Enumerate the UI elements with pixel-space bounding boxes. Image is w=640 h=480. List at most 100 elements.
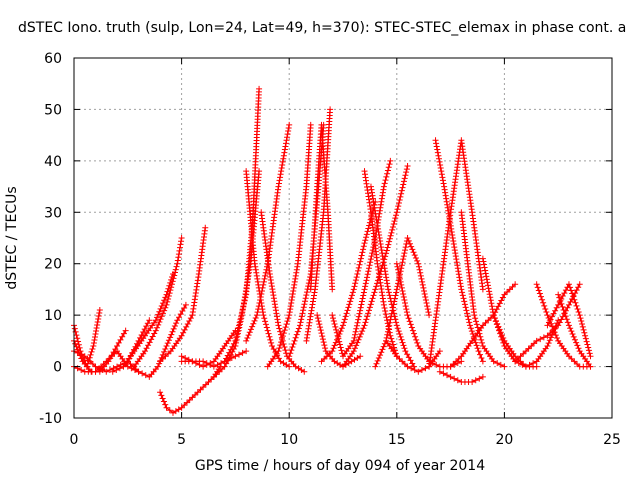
marker-fill bbox=[287, 303, 294, 310]
marker-fill bbox=[433, 140, 440, 147]
marker-fill bbox=[153, 324, 160, 331]
marker-fill bbox=[483, 273, 490, 280]
marker-fill bbox=[393, 212, 400, 219]
marker-fill bbox=[456, 274, 463, 281]
marker-fill bbox=[384, 331, 391, 338]
marker-fill bbox=[237, 316, 244, 323]
data-point bbox=[243, 348, 250, 355]
marker-fill bbox=[239, 307, 246, 313]
marker-fill bbox=[488, 300, 495, 307]
marker-fill bbox=[202, 381, 209, 388]
marker-fill bbox=[157, 316, 164, 323]
marker-fill bbox=[281, 344, 288, 351]
marker-fill bbox=[389, 226, 396, 233]
marker-fill bbox=[530, 360, 537, 367]
marker-fill bbox=[267, 274, 274, 281]
marker-fill bbox=[235, 322, 242, 329]
marker-fill bbox=[166, 290, 173, 297]
marker-fill bbox=[386, 292, 393, 299]
marker-fill bbox=[568, 328, 575, 335]
marker-fill bbox=[167, 287, 174, 294]
marker-fill bbox=[411, 330, 418, 337]
data-point bbox=[189, 394, 196, 401]
data-point bbox=[479, 255, 486, 262]
marker-fill bbox=[487, 297, 494, 304]
series-20 bbox=[303, 106, 334, 344]
marker-fill bbox=[554, 335, 561, 341]
marker-fill bbox=[317, 324, 324, 331]
marker-fill bbox=[374, 357, 381, 364]
marker-fill bbox=[439, 177, 446, 184]
data-point bbox=[301, 368, 308, 375]
marker-fill bbox=[95, 316, 102, 322]
marker-fill bbox=[117, 336, 124, 343]
marker-fill bbox=[567, 284, 574, 291]
marker-fill bbox=[452, 358, 459, 365]
data-point bbox=[380, 183, 387, 190]
marker-fill bbox=[96, 365, 103, 372]
data-point bbox=[479, 286, 486, 293]
marker-fill bbox=[289, 293, 296, 300]
series-31 bbox=[432, 137, 486, 365]
data-point bbox=[458, 286, 465, 293]
marker-fill bbox=[356, 261, 363, 268]
marker-fill bbox=[391, 218, 398, 225]
marker-fill bbox=[542, 305, 549, 312]
data-point bbox=[152, 317, 159, 324]
marker-fill bbox=[377, 241, 384, 248]
marker-fill bbox=[404, 351, 411, 358]
series-23 bbox=[329, 157, 394, 360]
marker-fill bbox=[353, 325, 360, 332]
data-point bbox=[135, 368, 142, 375]
marker-fill bbox=[262, 272, 269, 279]
data-point bbox=[555, 291, 562, 298]
marker-fill bbox=[354, 271, 361, 277]
marker-fill bbox=[569, 331, 576, 337]
marker-fill bbox=[526, 361, 533, 368]
marker-fill bbox=[481, 264, 488, 271]
marker-fill bbox=[448, 228, 455, 235]
marker-fill bbox=[582, 335, 589, 342]
data-point bbox=[479, 322, 486, 329]
marker-fill bbox=[176, 244, 183, 251]
data-point bbox=[146, 317, 153, 324]
series-26 bbox=[340, 163, 411, 370]
marker-fill bbox=[484, 279, 491, 286]
marker-fill bbox=[484, 282, 491, 289]
marker-fill bbox=[177, 311, 184, 318]
marker-fill bbox=[414, 339, 421, 346]
marker-fill bbox=[146, 339, 153, 346]
marker-fill bbox=[412, 333, 419, 340]
marker-fill bbox=[583, 338, 590, 345]
marker-fill bbox=[181, 326, 188, 333]
marker-fill bbox=[304, 331, 311, 338]
series-16 bbox=[258, 209, 308, 375]
marker-fill bbox=[360, 246, 367, 253]
marker-fill bbox=[446, 213, 453, 220]
marker-fill bbox=[468, 328, 475, 335]
marker-fill bbox=[367, 301, 374, 308]
marker-fill bbox=[355, 264, 362, 271]
marker-fill bbox=[274, 316, 281, 323]
marker-fill bbox=[540, 334, 547, 341]
data-point bbox=[314, 312, 321, 319]
marker-fill bbox=[420, 284, 427, 291]
marker-fill bbox=[540, 299, 547, 306]
marker-fill bbox=[383, 274, 390, 281]
data-point bbox=[350, 348, 357, 355]
marker-fill bbox=[438, 168, 445, 175]
data-point bbox=[174, 260, 181, 267]
marker-fill bbox=[157, 305, 164, 312]
marker-fill bbox=[365, 225, 372, 232]
marker-fill bbox=[455, 268, 462, 275]
marker-fill bbox=[74, 349, 81, 356]
marker-fill bbox=[409, 360, 416, 367]
marker-fill bbox=[156, 308, 163, 315]
marker-fill bbox=[396, 196, 403, 203]
marker-fill bbox=[451, 375, 458, 382]
marker-fill bbox=[273, 310, 280, 317]
marker-fill bbox=[369, 250, 376, 257]
series-12 bbox=[210, 168, 263, 380]
marker-fill bbox=[384, 283, 391, 290]
series-3 bbox=[71, 348, 142, 375]
